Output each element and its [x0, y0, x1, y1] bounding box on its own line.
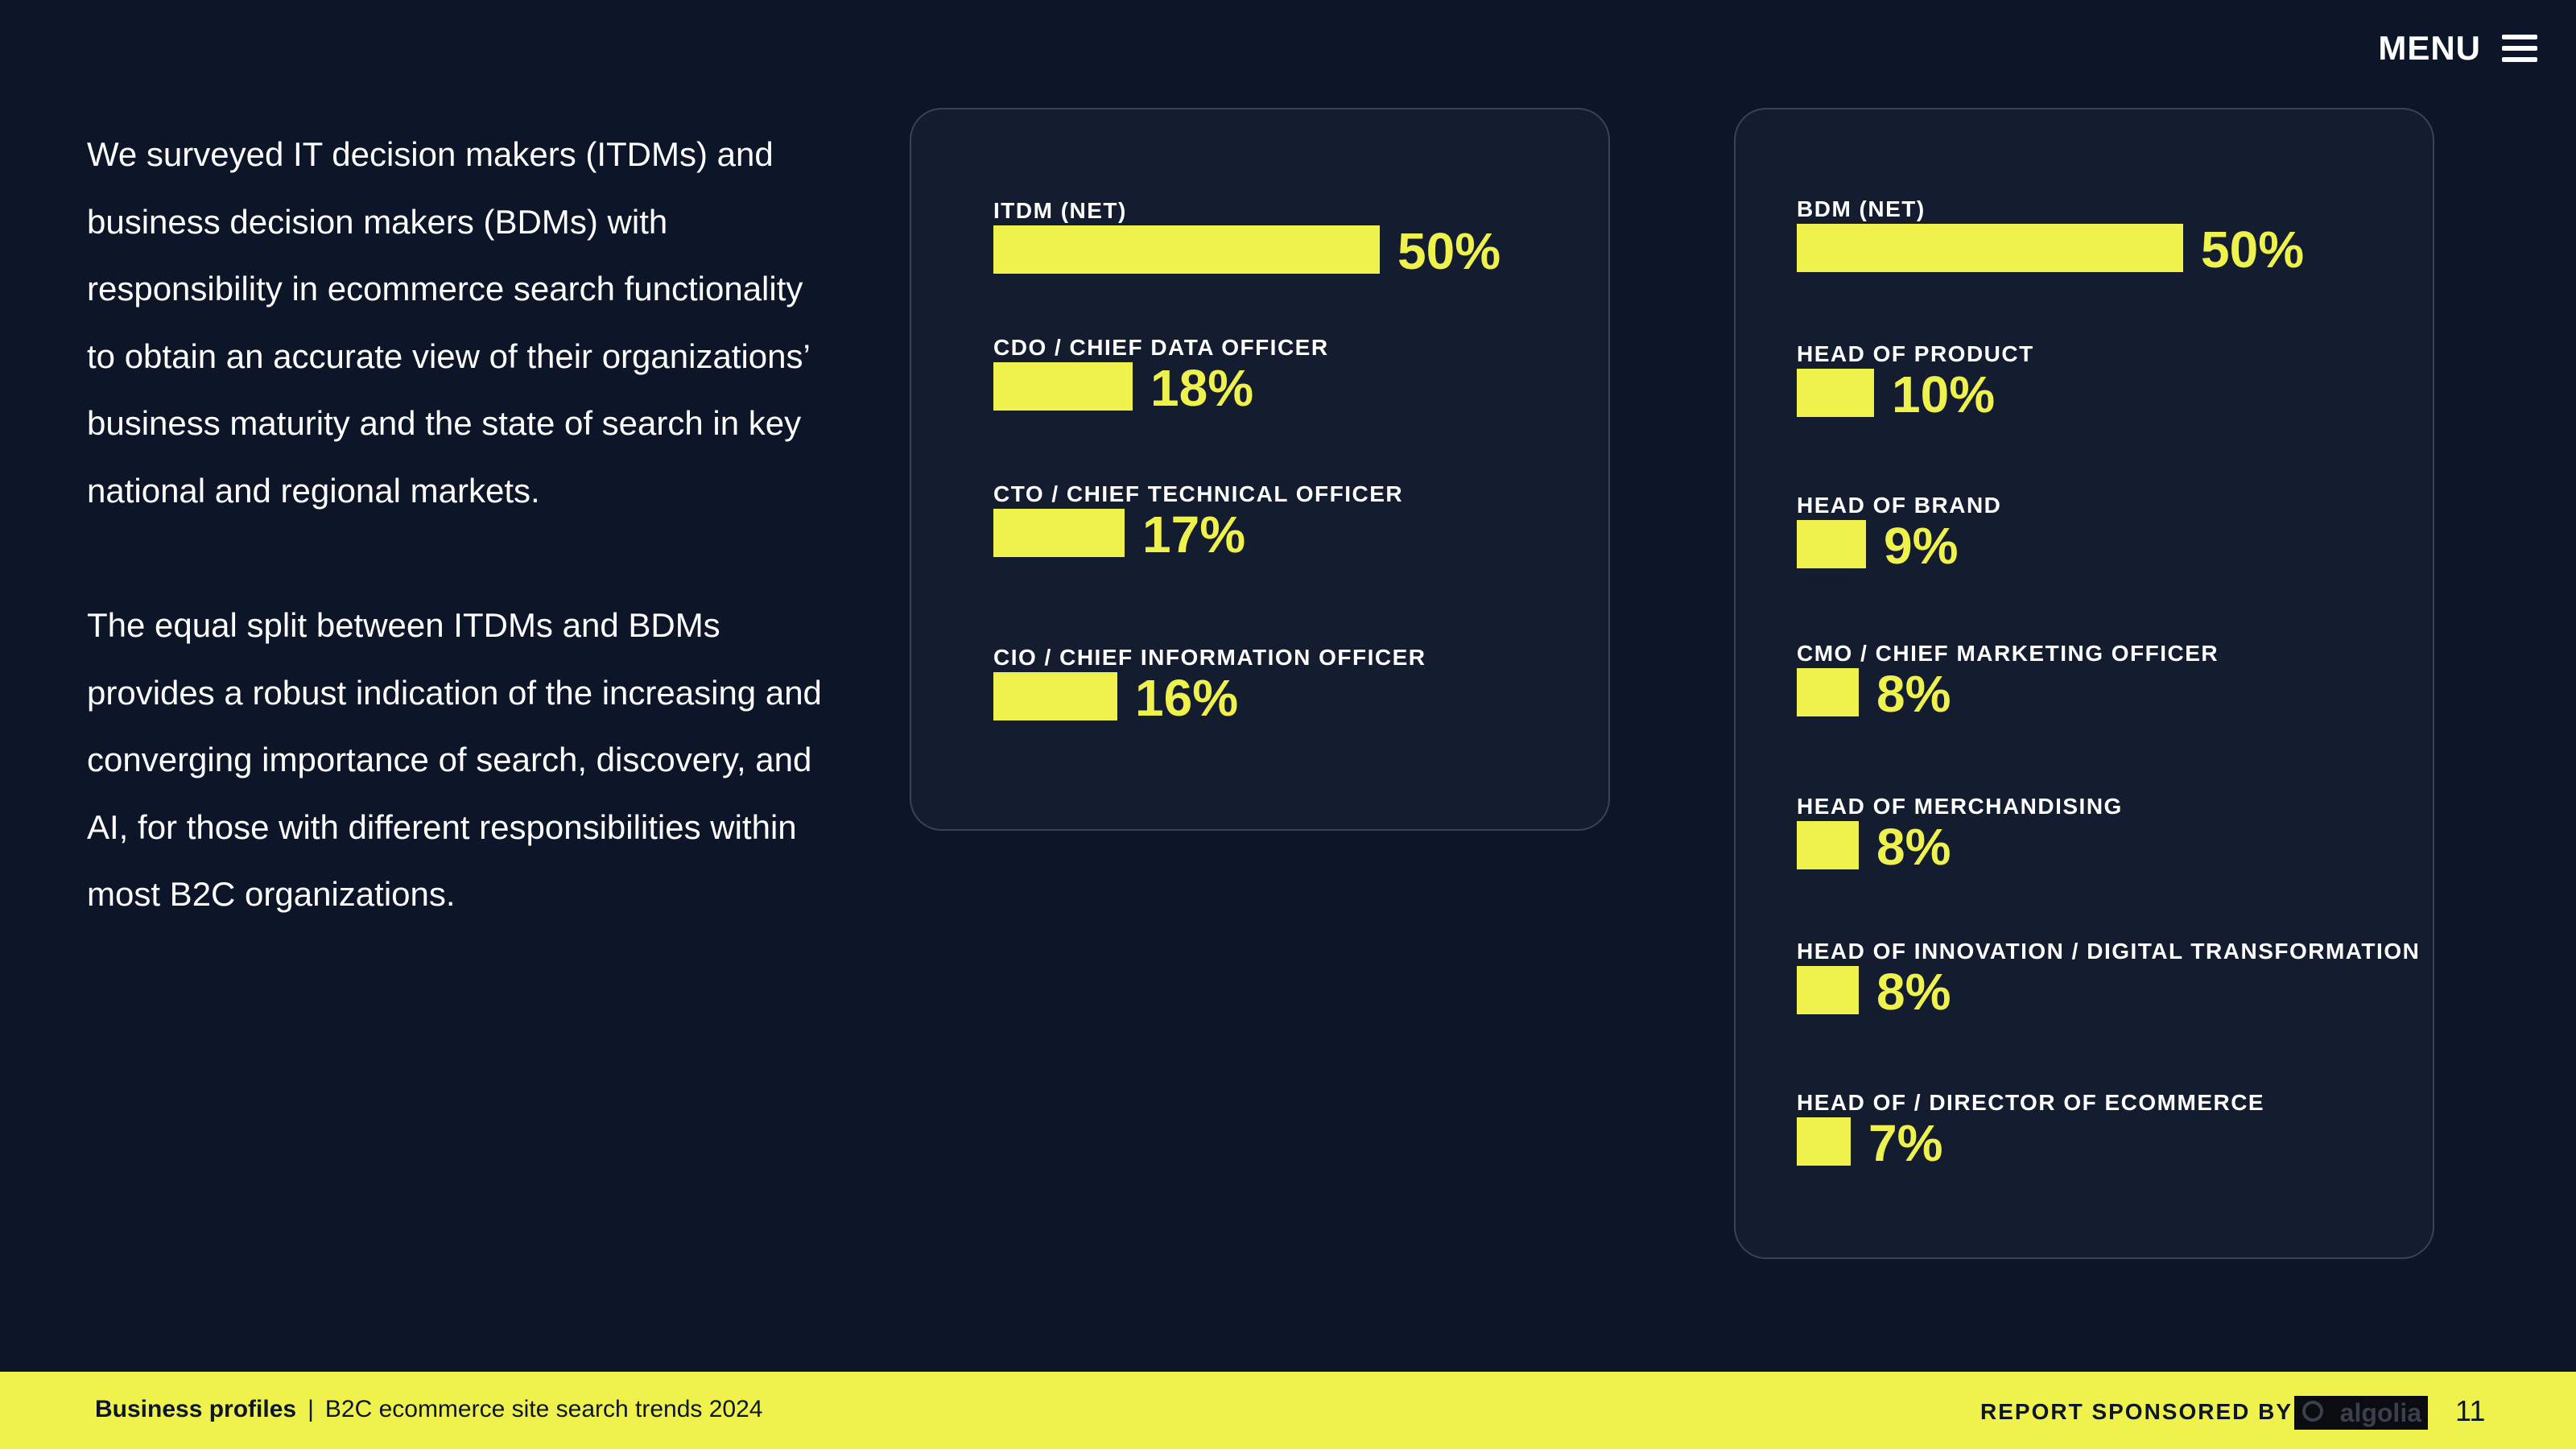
- hamburger-icon[interactable]: [2502, 34, 2537, 63]
- bdm-value-label: 50%: [2201, 221, 2305, 279]
- menu-button[interactable]: MENU: [2378, 29, 2537, 68]
- itdm-bar: [993, 509, 1125, 557]
- footer-title: Business profiles | B2C ecommerce site sea…: [95, 1396, 762, 1423]
- bdm-bar: [1797, 520, 1866, 568]
- bdm-bar-label: HEAD OF PRODUCT: [1797, 341, 2034, 366]
- bdm-bar: [1797, 821, 1859, 869]
- itdm-bar-label: CDO / CHIEF DATA OFFICER: [993, 335, 1329, 360]
- itdm-value-label: 16%: [1135, 669, 1239, 727]
- bdm-value-label: 10%: [1892, 365, 1996, 423]
- bdm-value-label: 7%: [1868, 1114, 1943, 1172]
- bdm-bar-label: BDM (NET): [1797, 196, 1926, 221]
- bdm-bar-label: HEAD OF / DIRECTOR OF ECOMMERCE: [1797, 1090, 2265, 1115]
- itdm-value-label: 50%: [1397, 222, 1501, 280]
- itdm-bar-label: ITDM (NET): [993, 198, 1127, 223]
- sponsor-logo[interactable]: algolia: [2294, 1396, 2428, 1430]
- footer-report-title: B2C ecommerce site search trends 2024: [324, 1396, 763, 1422]
- page-number: 11: [2455, 1394, 2486, 1427]
- itdm-bar: [993, 672, 1117, 720]
- bdm-bar-label: HEAD OF INNOVATION / DIGITAL TRANSFORMAT…: [1797, 939, 2421, 964]
- itdm-value-label: 17%: [1142, 506, 1246, 564]
- bdm-bar-label: CMO / CHIEF MARKETING OFFICER: [1797, 641, 2219, 666]
- bdm-bar: [1797, 668, 1859, 716]
- bdm-chart-card: BDM (NET) 50% HEAD OF PRODUCT 10% HEAD OF BR…: [1734, 108, 2434, 1259]
- itdm-bar: [993, 362, 1133, 411]
- footer-bar: Business profiles | B2C ecommerce site sea…: [0, 1372, 2576, 1449]
- sponsor-label: REPORT SPONSORED BY: [1980, 1399, 2293, 1424]
- intro-paragraph-2: The equal split between ITDMs and BDMs p…: [87, 606, 822, 913]
- itdm-value-label: 18%: [1150, 359, 1254, 417]
- itdm-bar-label: CIO / CHIEF INFORMATION OFFICER: [993, 645, 1426, 670]
- bdm-value-label: 9%: [1884, 517, 1959, 575]
- itdm-bar-label: CTO / CHIEF TECHNICAL OFFICER: [993, 481, 1404, 506]
- bdm-bar-label: HEAD OF MERCHANDISING: [1797, 794, 2123, 819]
- bdm-value-label: 8%: [1876, 665, 1951, 723]
- footer-separator: |: [308, 1396, 314, 1422]
- intro-paragraph-1: We surveyed IT decision makers (ITDMs) a…: [87, 135, 810, 510]
- footer-section[interactable]: Business profiles: [95, 1396, 297, 1422]
- bdm-value-label: 8%: [1876, 963, 1951, 1021]
- itdm-bar: [993, 225, 1380, 274]
- bdm-bar-label: HEAD OF BRAND: [1797, 493, 2002, 518]
- bdm-bar: [1797, 1117, 1851, 1166]
- menu-label: MENU: [2378, 29, 2481, 67]
- itdm-chart-card: ITDM (NET) 50% CDO / CHIEF DATA OFFICER 18%…: [910, 108, 1610, 831]
- bdm-bar: [1797, 966, 1859, 1014]
- algolia-logo-icon: [2302, 1401, 2323, 1422]
- bdm-value-label: 8%: [1876, 818, 1951, 876]
- intro-text: We surveyed IT decision makers (ITDMs) a…: [87, 121, 828, 996]
- bdm-bar: [1797, 224, 2183, 272]
- bdm-bar: [1797, 369, 1874, 417]
- sponsor-name: algolia: [2339, 1398, 2421, 1427]
